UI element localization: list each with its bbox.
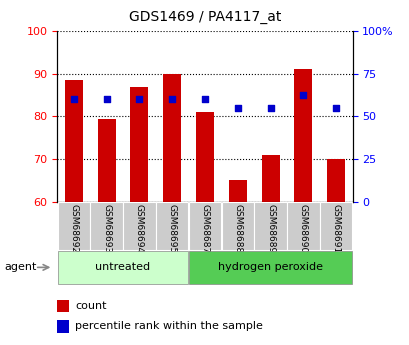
Point: [267, 105, 273, 111]
Point: [234, 105, 240, 111]
Bar: [221, 202, 253, 250]
Bar: [287, 202, 319, 250]
Text: GDS1469 / PA4117_at: GDS1469 / PA4117_at: [128, 10, 281, 24]
Text: percentile rank within the sample: percentile rank within the sample: [75, 322, 262, 332]
Text: untreated: untreated: [95, 263, 150, 272]
Text: GSM68689: GSM68689: [265, 204, 274, 254]
Bar: [58, 202, 90, 250]
Bar: [196, 112, 213, 202]
Bar: [65, 80, 83, 202]
Text: GSM68691: GSM68691: [331, 204, 340, 254]
Bar: [90, 202, 122, 250]
Text: agent: agent: [4, 263, 36, 272]
Point: [299, 92, 306, 98]
Point: [332, 105, 339, 111]
Bar: [130, 87, 148, 202]
Bar: [326, 159, 344, 202]
Text: count: count: [75, 301, 106, 311]
Bar: [261, 155, 279, 202]
Bar: [57, 299, 69, 312]
Point: [201, 97, 208, 102]
Text: GSM68688: GSM68688: [233, 204, 242, 254]
Text: GSM68695: GSM68695: [167, 204, 176, 254]
Text: hydrogen peroxide: hydrogen peroxide: [218, 263, 322, 272]
Text: GSM68692: GSM68692: [69, 204, 78, 253]
Point: [136, 97, 142, 102]
Bar: [163, 74, 181, 202]
Bar: [58, 251, 188, 284]
Bar: [57, 320, 69, 333]
Bar: [123, 202, 155, 250]
Text: GSM68687: GSM68687: [200, 204, 209, 254]
Bar: [228, 180, 246, 202]
Point: [169, 97, 175, 102]
Bar: [254, 202, 286, 250]
Point: [70, 97, 77, 102]
Text: GSM68690: GSM68690: [298, 204, 307, 254]
Bar: [189, 202, 220, 250]
Text: GSM68693: GSM68693: [102, 204, 111, 254]
Point: [103, 97, 110, 102]
Bar: [294, 69, 312, 202]
Bar: [97, 119, 115, 202]
Text: GSM68694: GSM68694: [135, 204, 144, 253]
Bar: [189, 251, 351, 284]
Bar: [156, 202, 188, 250]
Bar: [319, 202, 351, 250]
